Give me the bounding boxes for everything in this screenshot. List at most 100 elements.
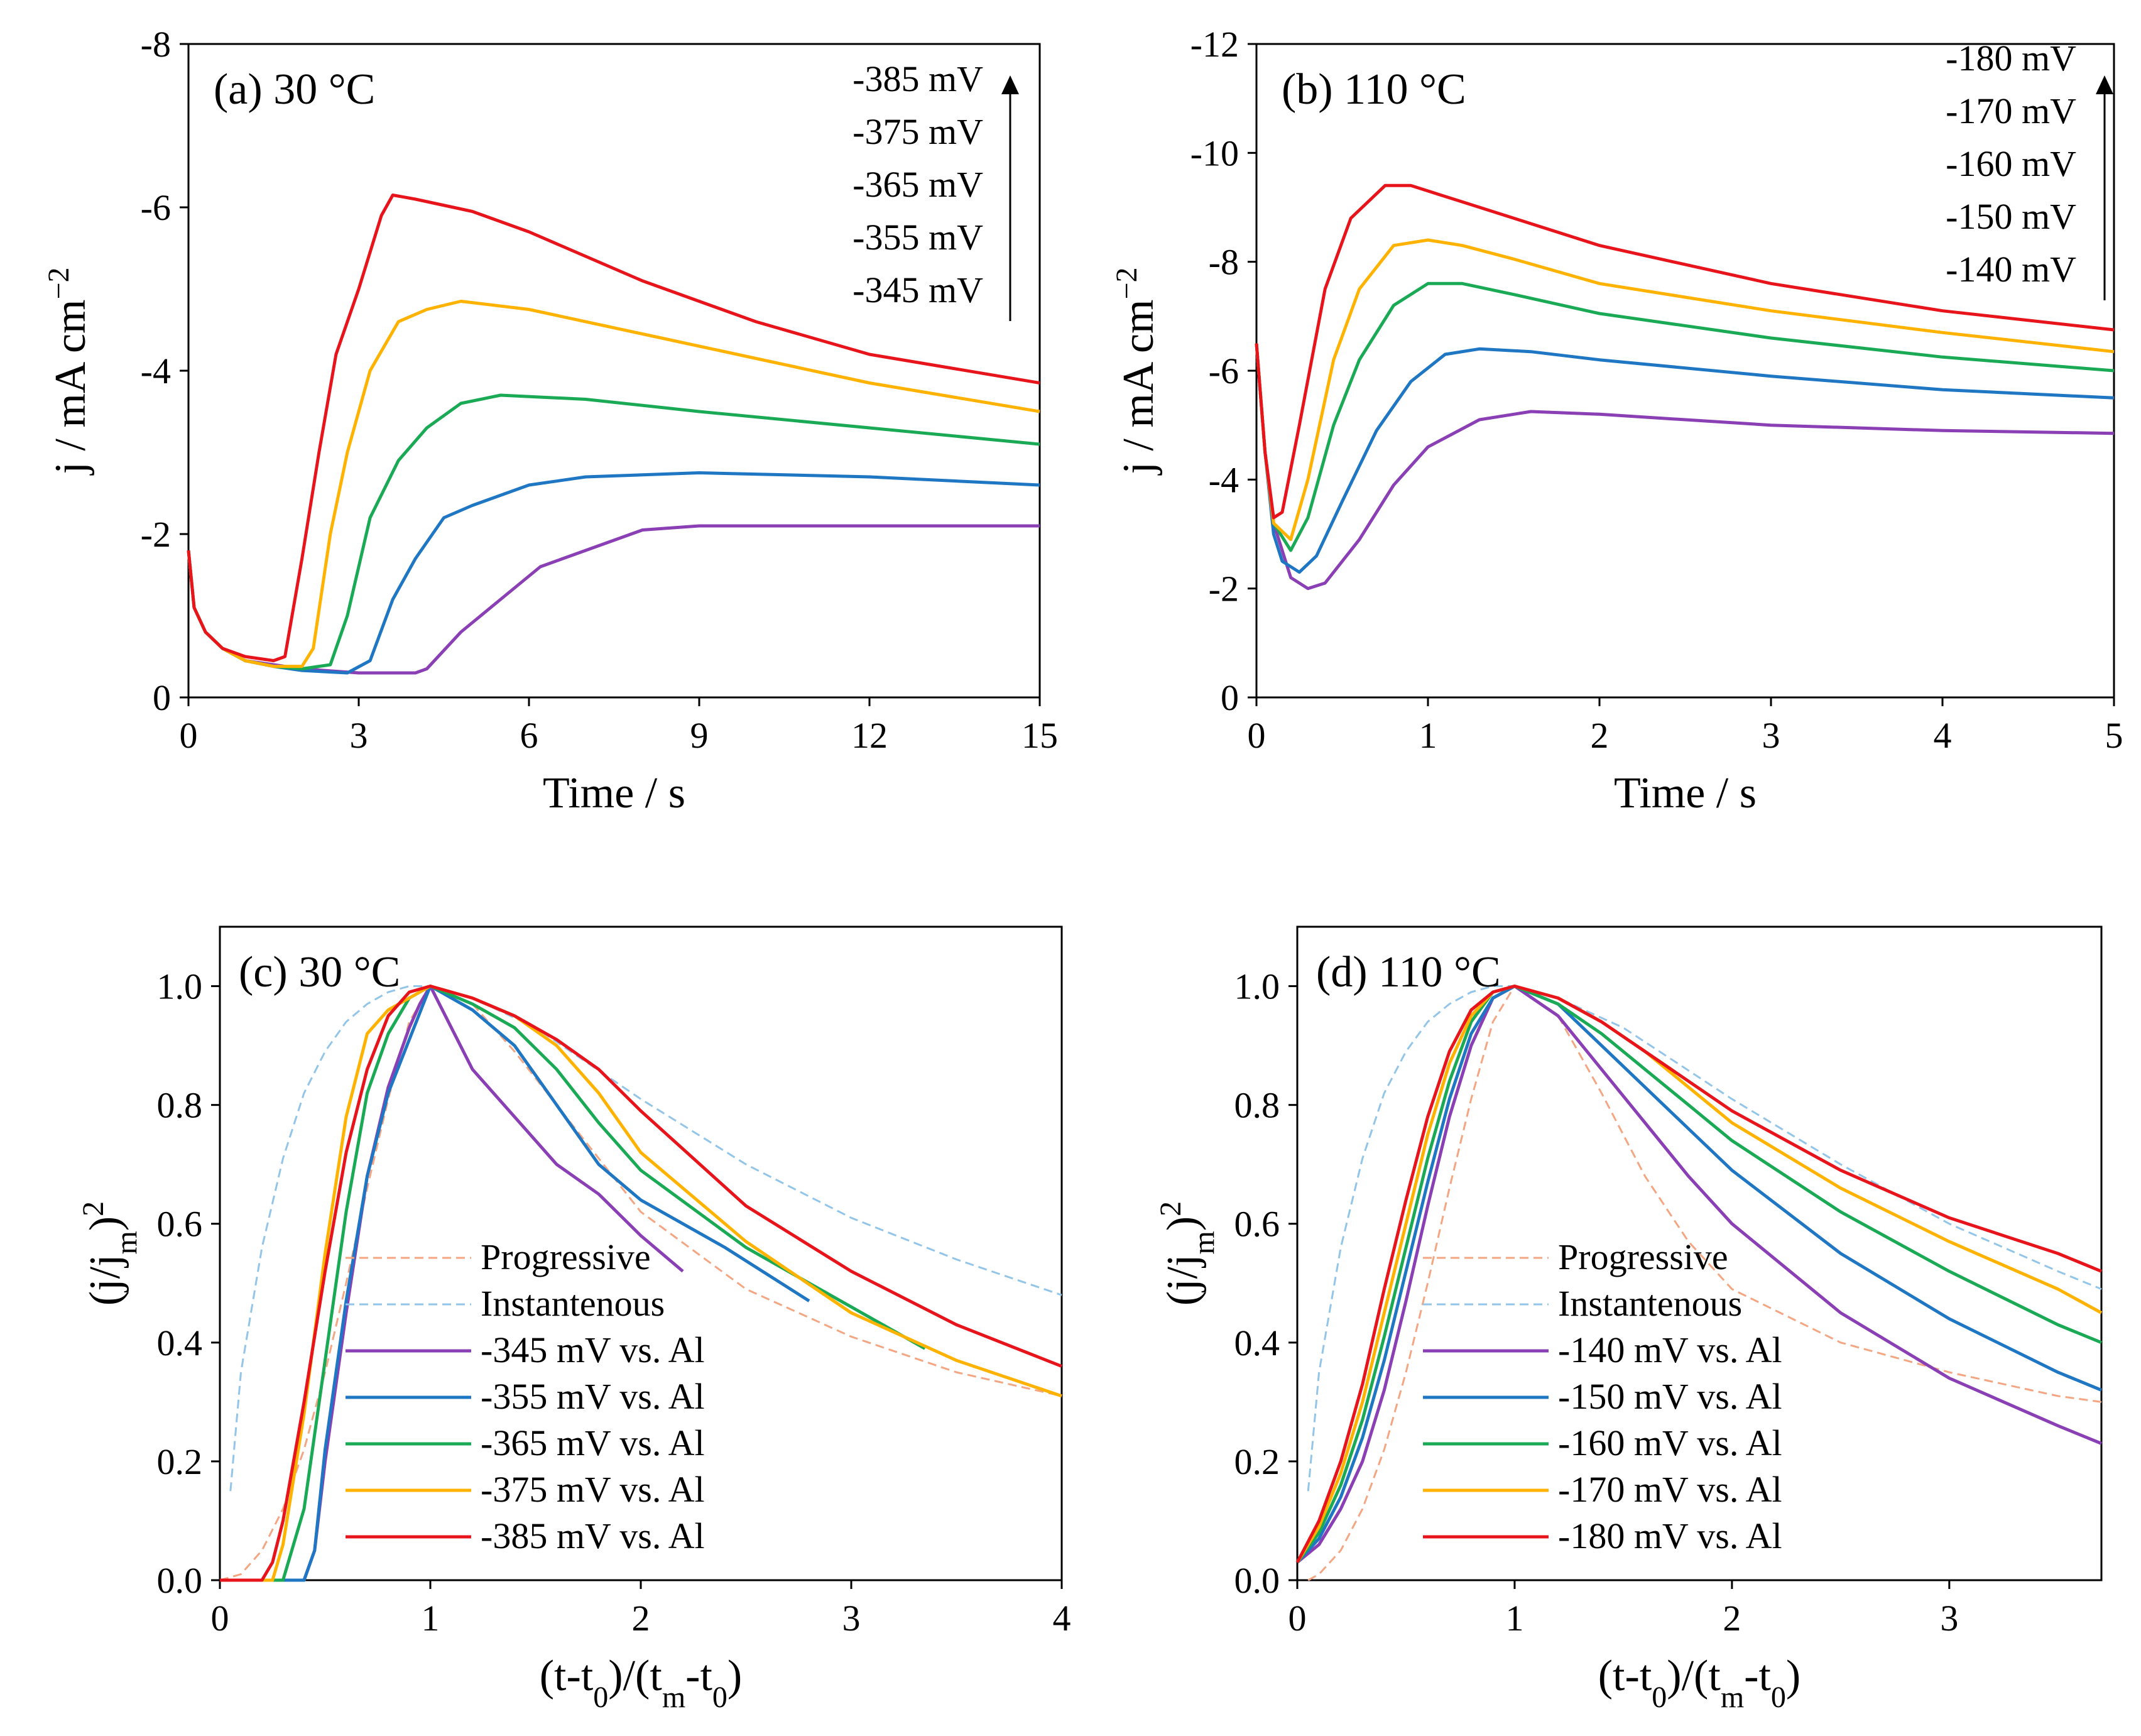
legend-label: -180 mV [1946,38,2076,79]
legend-label: -355 mV vs. Al [481,1376,705,1417]
panel-c: 0 1 2 3 4 0.0 0.2 0.4 0.6 0.8 1.0 (t-t0)/(tm-t0) (j/… [77,925,1071,1714]
plot-frame [1296,925,2103,1581]
series-line--385-mV [220,985,1062,1582]
series-line--170-mV [1255,238,2115,542]
y-axis-label: (j/jm)2 [1154,1201,1221,1306]
x-axis-label: Time / s [1614,769,1757,817]
legend-label: Progressive [1558,1236,1728,1277]
legend-label: -365 mV [853,164,983,205]
y-tick-label: 0.8 [157,1085,203,1126]
y-tick-label: 0.0 [1234,1560,1280,1601]
series-line--355-mV [187,471,1040,675]
x-tick-label: 1 [1419,715,1437,756]
series-line-Progressive [1307,985,2102,1581]
x-tick-label: 15 [1021,715,1058,756]
x-tick-label: 4 [1053,1598,1071,1639]
x-axis-label: (t-t0)/(tm-t0) [1598,1652,1801,1714]
legend-label: -345 mV [853,270,983,310]
panel-b: 0 1 2 3 4 5 0 -2 -4 -6 -8 -10 -12 Time / s j / mA cm−2… [1110,24,2123,817]
x-tick-label: 3 [350,715,368,756]
panel-title: (b) 110 °C [1282,65,1466,114]
y-tick-label: -8 [1209,242,1239,283]
panel-title: (c) 30 °C [239,948,400,996]
arrow-head [2096,75,2113,94]
y-tick-label: 0.6 [1234,1204,1280,1245]
legend-label: -180 mV vs. Al [1558,1515,1782,1556]
y-tick-label: -2 [141,514,171,555]
panel-a: 0 3 6 9 12 15 0 -2 -4 -6 -8 Time / s j / mA cm−2 (a) … [42,24,1059,817]
x-tick-label: 5 [2105,715,2123,756]
legend-label: Instantenous [1558,1283,1742,1324]
series-line--375-mV [187,300,1040,669]
x-axis-label: Time / s [543,769,685,817]
legend-label: -375 mV vs. Al [481,1469,705,1510]
legend-label: -170 mV [1946,90,2076,131]
y-tick-label: 1.0 [1234,966,1280,1007]
legend-label: -140 mV vs. Al [1558,1329,1782,1370]
panel-title: (d) 110 °C [1316,948,1501,996]
panel-d: 0 1 2 3 0.0 0.2 0.4 0.6 0.8 1.0 (t-t0)/(tm-t0) (j/j… [1154,925,2103,1714]
y-axis-label: j / mA cm−2 [42,267,95,476]
x-tick-label: 3 [842,1598,861,1639]
y-tick-label: 0.2 [157,1441,203,1482]
y-axis-label: (j/jm)2 [77,1201,143,1306]
y-tick-label: 0 [153,677,171,718]
series-line--140-mV [1255,343,2115,591]
y-tick-label: 1.0 [157,966,203,1007]
legend-label: -170 mV vs. Al [1558,1469,1782,1510]
series-line--345-mV [187,524,1040,675]
x-tick-label: 3 [1762,715,1780,756]
x-tick-label: 2 [632,1598,650,1639]
legend-label: -140 mV [1946,249,2076,290]
y-tick-label: -4 [141,351,171,391]
y-tick-label: -2 [1209,569,1239,609]
legend-label: -385 mV vs. Al [481,1515,705,1556]
y-tick-label: -6 [1209,351,1239,391]
x-tick-label: 2 [1591,715,1609,756]
x-tick-label: 12 [851,715,888,756]
series-line--180-mV [1295,985,2102,1563]
x-tick-label: 2 [1723,1598,1741,1639]
panel-title: (a) 30 °C [214,65,375,114]
y-tick-label: 0.8 [1234,1085,1280,1126]
legend-label: -160 mV vs. Al [1558,1422,1782,1463]
x-tick-label: 4 [1934,715,1952,756]
legend-label: Instantenous [481,1283,665,1324]
x-tick-label: 1 [422,1598,440,1639]
plot-frame [1255,43,2115,699]
x-axis-label: (t-t0)/(tm-t0) [540,1652,742,1714]
series-line--160-mV [1255,281,2115,552]
arrow-head [1001,75,1019,94]
series-line-Instantenous [1307,985,2102,1492]
series-line--355-mV [220,985,810,1582]
y-tick-label: 0.2 [1234,1441,1280,1482]
legend-label: -375 mV [853,111,983,152]
series-line-Instantenous [229,985,1062,1492]
y-tick-label: 0.6 [157,1204,203,1245]
legend-label: Progressive [481,1236,651,1277]
y-tick-label: -6 [141,187,171,228]
y-tick-label: 0.4 [1234,1323,1280,1363]
series-line--180-mV [1255,183,2115,520]
series-line--150-mV [1255,343,2115,574]
y-tick-label: -8 [141,24,171,65]
y-tick-label: -12 [1190,24,1239,65]
series-line--150-mV [1296,985,2102,1564]
legend-label: -385 mV [853,58,983,99]
y-axis-label: j / mA cm−2 [1110,267,1163,476]
x-tick-label: 3 [1940,1598,1958,1639]
legend-label: -355 mV [853,217,983,258]
x-tick-label: 9 [690,715,709,756]
y-tick-label: 0.4 [157,1323,203,1363]
legend-label: -345 mV vs. Al [481,1329,705,1370]
x-tick-label: 0 [1288,1598,1307,1639]
legend-label: -150 mV [1946,196,2076,237]
legend-label: -150 mV vs. Al [1558,1376,1782,1417]
x-tick-label: 0 [1248,715,1266,756]
y-tick-label: -4 [1209,459,1239,500]
legend-label: -365 mV vs. Al [481,1422,705,1463]
y-tick-label: 0.0 [157,1560,203,1601]
x-tick-label: 6 [520,715,538,756]
x-tick-label: 1 [1505,1598,1523,1639]
